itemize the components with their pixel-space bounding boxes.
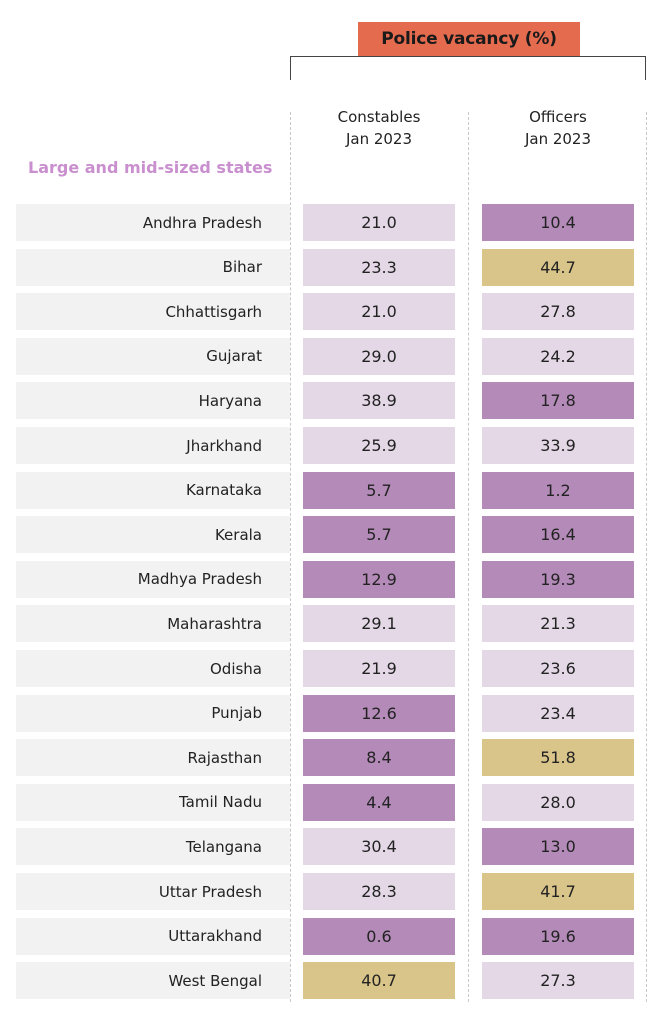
table-row: Gujarat 29.0 24.2 (0, 337, 672, 375)
constables-value-cell: 21.9 (303, 650, 455, 687)
table-row: Maharashtra 29.1 21.3 (0, 605, 672, 643)
officers-value-cell: 1.2 (482, 471, 634, 509)
state-label: Uttar Pradesh (16, 873, 290, 910)
state-label: Tamil Nadu (16, 783, 290, 821)
constables-value-cell: 23.3 (303, 248, 455, 286)
officers-value-cell: 17.8 (482, 382, 634, 420)
table-row: Madhya Pradesh 12.9 19.3 (0, 560, 672, 598)
constables-value-cell: 21.0 (303, 293, 455, 331)
officers-value-cell: 41.7 (482, 873, 634, 910)
constables-value-cell: 8.4 (303, 739, 455, 777)
table-row: West Bengal 40.7 27.3 (0, 962, 672, 1000)
state-label: Odisha (16, 650, 290, 687)
officers-value-cell: 28.0 (482, 783, 634, 821)
constables-value-cell: 40.7 (303, 962, 455, 1000)
table-row: Kerala 5.7 16.4 (0, 516, 672, 554)
constables-value-cell: 30.4 (303, 828, 455, 866)
column-header-line: Jan 2023 (524, 130, 592, 148)
state-label: Rajasthan (16, 739, 290, 777)
chart-title: Police vacancy (%) (358, 22, 580, 56)
constables-value-cell: 25.9 (303, 427, 455, 464)
officers-value-cell: 27.8 (482, 293, 634, 331)
constables-value-cell: 28.3 (303, 873, 455, 910)
table-row: Karnataka 5.7 1.2 (0, 471, 672, 509)
officers-value-cell: 16.4 (482, 516, 634, 554)
table-row: Bihar 23.3 44.7 (0, 248, 672, 286)
state-label: Andhra Pradesh (16, 204, 290, 241)
state-label: Telangana (16, 828, 290, 866)
header-bracket (290, 56, 646, 80)
table-row: Haryana 38.9 17.8 (0, 382, 672, 420)
section-label: Large and mid-sized states (28, 158, 273, 177)
officers-value-cell: 33.9 (482, 427, 634, 464)
constables-value-cell: 29.1 (303, 605, 455, 643)
state-label: Haryana (16, 382, 290, 420)
constables-value-cell: 21.0 (303, 204, 455, 241)
state-label: Jharkhand (16, 427, 290, 464)
table-row: Telangana 30.4 13.0 (0, 828, 672, 866)
constables-value-cell: 0.6 (303, 917, 455, 955)
officers-value-cell: 24.2 (482, 337, 634, 375)
column-header-officers: Officers Jan 2023 (482, 106, 634, 150)
state-label: Bihar (16, 248, 290, 286)
constables-value-cell: 29.0 (303, 337, 455, 375)
state-label: Uttarakhand (16, 917, 290, 955)
officers-value-cell: 13.0 (482, 828, 634, 866)
officers-value-cell: 21.3 (482, 605, 634, 643)
officers-value-cell: 10.4 (482, 204, 634, 241)
table-row: Andhra Pradesh 21.0 10.4 (0, 204, 672, 241)
state-label: Chhattisgarh (16, 293, 290, 331)
constables-value-cell: 5.7 (303, 516, 455, 554)
column-header-line: Constables (337, 108, 421, 126)
table-row: Chhattisgarh 21.0 27.8 (0, 293, 672, 331)
table-row: Uttar Pradesh 28.3 41.7 (0, 873, 672, 910)
state-label: Karnataka (16, 471, 290, 509)
column-divider (290, 112, 291, 1002)
constables-value-cell: 12.9 (303, 560, 455, 598)
officers-value-cell: 51.8 (482, 739, 634, 777)
officers-value-cell: 23.4 (482, 694, 634, 732)
state-label: Maharashtra (16, 605, 290, 643)
constables-value-cell: 5.7 (303, 471, 455, 509)
table-row: Rajasthan 8.4 51.8 (0, 739, 672, 777)
officers-value-cell: 23.6 (482, 650, 634, 687)
column-divider (468, 112, 469, 1002)
officers-value-cell: 19.3 (482, 560, 634, 598)
constables-value-cell: 12.6 (303, 694, 455, 732)
officers-value-cell: 27.3 (482, 962, 634, 1000)
state-label: Gujarat (16, 337, 290, 375)
constables-value-cell: 4.4 (303, 783, 455, 821)
constables-value-cell: 38.9 (303, 382, 455, 420)
table-row: Odisha 21.9 23.6 (0, 650, 672, 687)
table-row: Punjab 12.6 23.4 (0, 694, 672, 732)
state-label: Madhya Pradesh (16, 560, 290, 598)
table-row: Jharkhand 25.9 33.9 (0, 427, 672, 464)
table-row: Tamil Nadu 4.4 28.0 (0, 783, 672, 821)
column-header-constables: Constables Jan 2023 (303, 106, 455, 150)
column-header-line: Officers (529, 108, 587, 126)
officers-value-cell: 19.6 (482, 917, 634, 955)
column-divider (646, 112, 647, 1002)
column-header-line: Jan 2023 (345, 130, 413, 148)
state-label: Punjab (16, 694, 290, 732)
table-row: Uttarakhand 0.6 19.6 (0, 917, 672, 955)
state-label: West Bengal (16, 962, 290, 1000)
state-label: Kerala (16, 516, 290, 554)
officers-value-cell: 44.7 (482, 248, 634, 286)
